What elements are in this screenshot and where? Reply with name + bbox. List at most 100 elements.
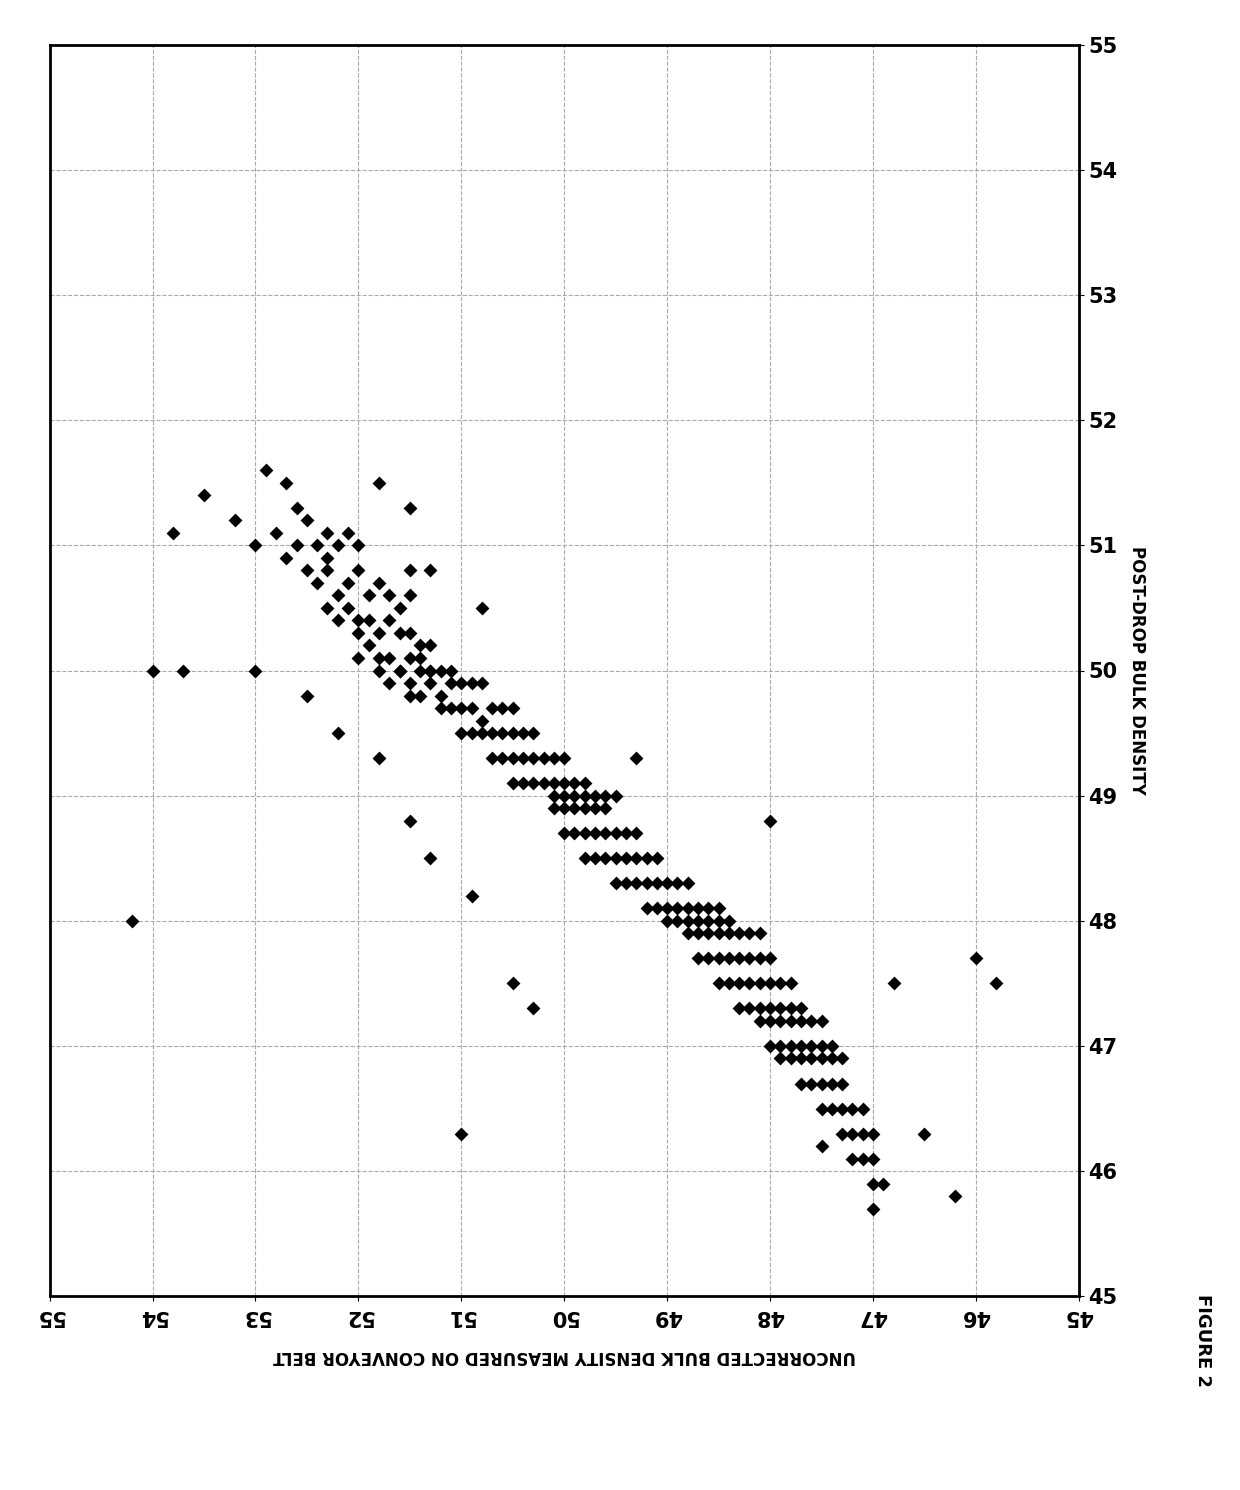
- Point: [770, 1046, 790, 1070]
- Point: [698, 921, 718, 945]
- Point: [575, 772, 595, 796]
- Point: [399, 809, 419, 833]
- Point: [811, 1046, 831, 1070]
- Point: [358, 633, 378, 657]
- Point: [770, 971, 790, 995]
- Point: [523, 721, 543, 745]
- Point: [317, 545, 337, 569]
- Point: [760, 1034, 780, 1058]
- Point: [277, 471, 296, 495]
- Point: [719, 946, 739, 970]
- Point: [781, 997, 801, 1021]
- Point: [317, 559, 337, 583]
- Point: [811, 1071, 831, 1095]
- Point: [729, 997, 749, 1021]
- Point: [492, 746, 512, 770]
- Point: [585, 784, 605, 808]
- Point: [492, 721, 512, 745]
- Point: [811, 1009, 831, 1033]
- Point: [420, 633, 440, 657]
- Point: [739, 997, 759, 1021]
- Point: [441, 696, 461, 720]
- Point: [308, 571, 327, 595]
- Point: [626, 821, 646, 845]
- Point: [626, 746, 646, 770]
- Point: [832, 1046, 852, 1070]
- Point: [770, 997, 790, 1021]
- Point: [595, 846, 615, 870]
- Point: [164, 522, 184, 545]
- Point: [441, 659, 461, 682]
- Point: [358, 584, 378, 608]
- Point: [585, 846, 605, 870]
- Point: [554, 796, 574, 820]
- Point: [327, 721, 347, 745]
- Point: [296, 684, 316, 708]
- Point: [719, 909, 739, 933]
- Point: [760, 809, 780, 833]
- Point: [698, 897, 718, 921]
- X-axis label: UNCORRECTED BULK DENSITY MEASURED ON CONVEYOR BELT: UNCORRECTED BULK DENSITY MEASURED ON CON…: [273, 1347, 856, 1365]
- Point: [884, 971, 904, 995]
- Point: [585, 821, 605, 845]
- Point: [339, 522, 358, 545]
- Point: [678, 872, 698, 895]
- Point: [224, 508, 244, 532]
- Point: [286, 533, 306, 557]
- Point: [791, 1009, 811, 1033]
- Point: [719, 921, 739, 945]
- Point: [832, 1097, 852, 1120]
- Point: [523, 997, 543, 1021]
- Point: [502, 721, 522, 745]
- Point: [750, 921, 770, 945]
- Point: [678, 921, 698, 945]
- Point: [399, 621, 419, 645]
- Point: [399, 647, 419, 670]
- Point: [348, 559, 368, 583]
- Point: [781, 1034, 801, 1058]
- Point: [564, 772, 584, 796]
- Point: [698, 946, 718, 970]
- Point: [636, 897, 656, 921]
- Point: [636, 846, 656, 870]
- Point: [863, 1196, 883, 1220]
- Point: [255, 459, 275, 483]
- Point: [760, 946, 780, 970]
- Point: [616, 821, 636, 845]
- Point: [595, 796, 615, 820]
- Point: [339, 571, 358, 595]
- Point: [286, 496, 306, 520]
- Point: [523, 772, 543, 796]
- Point: [399, 584, 419, 608]
- Point: [791, 1071, 811, 1095]
- Point: [945, 1185, 965, 1208]
- Point: [791, 1034, 811, 1058]
- Point: [760, 1009, 780, 1033]
- Point: [327, 533, 347, 557]
- Point: [708, 897, 728, 921]
- Point: [647, 872, 667, 895]
- Point: [708, 971, 728, 995]
- Point: [657, 909, 677, 933]
- Point: [533, 772, 553, 796]
- Point: [379, 584, 399, 608]
- Point: [667, 872, 687, 895]
- Point: [420, 846, 440, 870]
- Point: [420, 659, 440, 682]
- Point: [461, 884, 481, 907]
- Point: [853, 1122, 873, 1146]
- Point: [430, 684, 450, 708]
- Point: [811, 1134, 831, 1158]
- Point: [822, 1097, 842, 1120]
- Point: [688, 909, 708, 933]
- Point: [348, 608, 368, 632]
- Point: [461, 721, 481, 745]
- Point: [399, 559, 419, 583]
- Point: [339, 596, 358, 620]
- Point: [399, 670, 419, 694]
- Point: [399, 496, 419, 520]
- Point: [822, 1046, 842, 1070]
- Point: [348, 621, 368, 645]
- Point: [544, 784, 564, 808]
- Point: [647, 897, 667, 921]
